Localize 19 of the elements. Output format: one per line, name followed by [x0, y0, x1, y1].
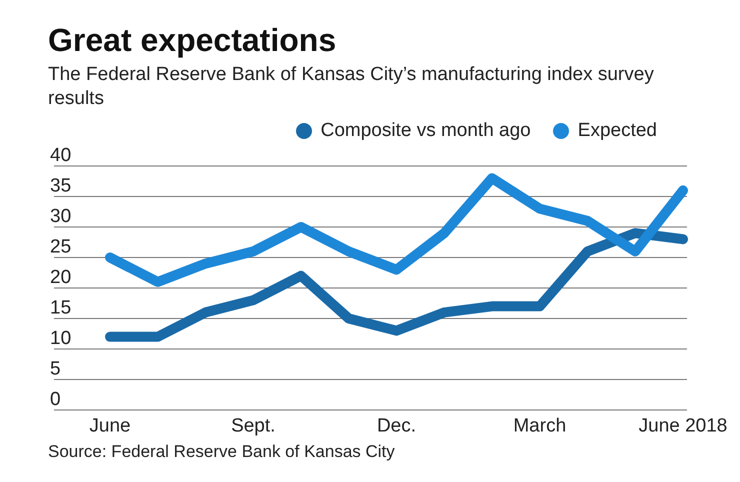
x-tick-label: Dec.	[376, 415, 416, 436]
y-tick-label: 40	[50, 145, 72, 166]
source-note: Source: Federal Reserve Bank of Kansas City	[48, 442, 395, 462]
legend-label: Expected	[576, 120, 657, 142]
y-tick-label: 5	[50, 358, 61, 380]
y-tick-label: 30	[50, 206, 72, 227]
y-tick-label: 25	[50, 236, 72, 258]
y-tick-label: 20	[50, 267, 72, 288]
y-tick-label: 15	[50, 298, 72, 318]
chart-title: Great expectations	[48, 22, 336, 59]
y-tick-label: 35	[50, 176, 72, 196]
x-tick-label: June 2018	[638, 415, 728, 436]
x-tick-label: March	[513, 415, 566, 436]
y-tick-label: 10	[50, 328, 72, 349]
legend-label: Composite vs month ago	[320, 120, 531, 142]
x-tick-label: Sept.	[231, 415, 276, 436]
chart-subtitle: The Federal Reserve Bank of Kansas City’s manufacturing index survey results	[48, 63, 655, 111]
y-tick-label: 0	[50, 389, 61, 410]
x-tick-label: June	[89, 415, 131, 436]
